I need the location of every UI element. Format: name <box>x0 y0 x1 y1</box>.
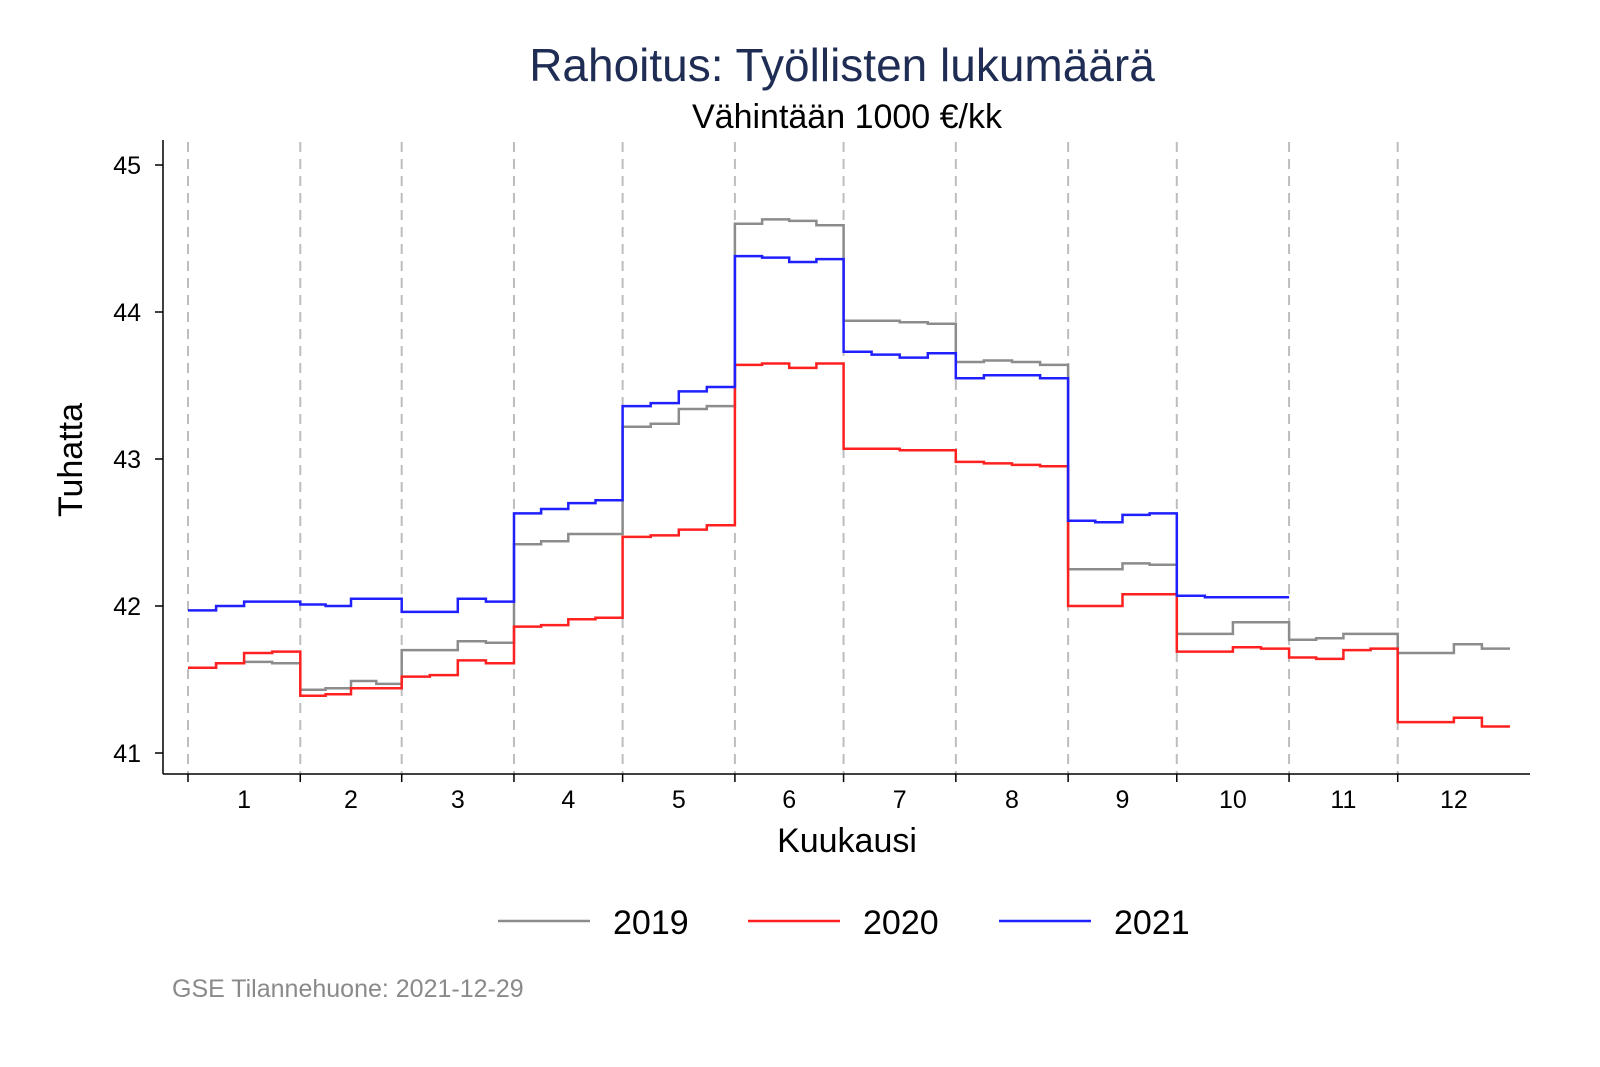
footer-source: GSE Tilannehuone: 2021-12-29 <box>172 975 524 1003</box>
legend-label-2021: 2021 <box>1114 904 1190 942</box>
series-lines <box>188 218 1510 728</box>
x-tick-label: 4 <box>561 786 575 814</box>
legend: 2019 2020 2021 <box>498 904 1190 942</box>
x-tick-label: 5 <box>672 786 686 814</box>
legend-label-2019: 2019 <box>613 904 689 942</box>
legend-label-2020: 2020 <box>863 904 939 942</box>
grid-lines <box>187 142 1399 774</box>
axes <box>162 140 1530 775</box>
x-tick-label: 1 <box>237 786 251 814</box>
x-tick-label: 11 <box>1330 786 1356 814</box>
x-tick-label: 2 <box>344 786 358 814</box>
series-line-2019 <box>188 218 1510 692</box>
series-line-2021 <box>188 254 1290 614</box>
x-tick-label: 9 <box>1116 786 1130 814</box>
x-tick-label: 12 <box>1440 786 1468 814</box>
chart-title: Rahoitus: Työllisten lukumäärä <box>529 39 1155 91</box>
y-tick-label: 41 <box>113 740 141 768</box>
y-tick-label: 44 <box>113 299 141 327</box>
x-tick-label: 10 <box>1219 786 1247 814</box>
y-tick-label: 43 <box>113 446 141 474</box>
x-tick-label: 8 <box>1005 786 1019 814</box>
chart-subtitle: Vähintään 1000 €/kk <box>692 98 1003 136</box>
y-tick-label: 42 <box>113 593 141 621</box>
series-line-2020 <box>188 362 1510 728</box>
x-tick-label: 6 <box>782 786 796 814</box>
y-tick-label: 45 <box>113 152 141 180</box>
x-tick-label: 7 <box>893 786 907 814</box>
x-axis-label: Kuukausi <box>777 822 917 860</box>
y-axis-label: Tuhatta <box>52 403 90 517</box>
x-tick-label: 3 <box>451 786 465 814</box>
